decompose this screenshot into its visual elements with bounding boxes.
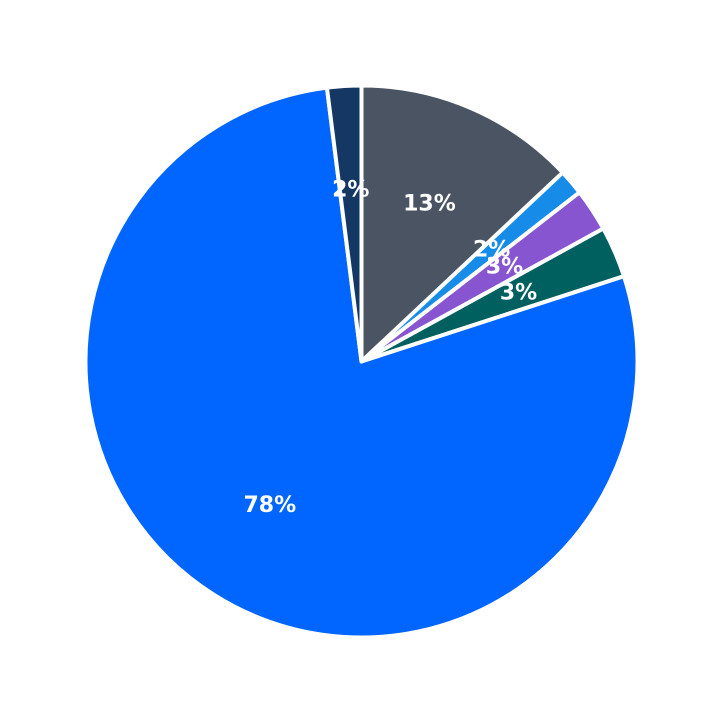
pie-slice-label-1: 2% <box>473 237 510 262</box>
pie-slice-label-0: 13% <box>403 191 456 216</box>
pie-slice-label-3: 3% <box>500 281 537 306</box>
pie-labels: 13%2%3%3%78%2% <box>243 178 537 518</box>
pie-slice-label-4: 78% <box>243 493 296 518</box>
pie-slice-label-5: 2% <box>332 178 369 203</box>
pie-slices <box>83 83 640 640</box>
pie-slice-5 <box>324 83 364 364</box>
pie-slice-0 <box>359 83 565 364</box>
pie-slice-label-2: 3% <box>486 255 523 280</box>
